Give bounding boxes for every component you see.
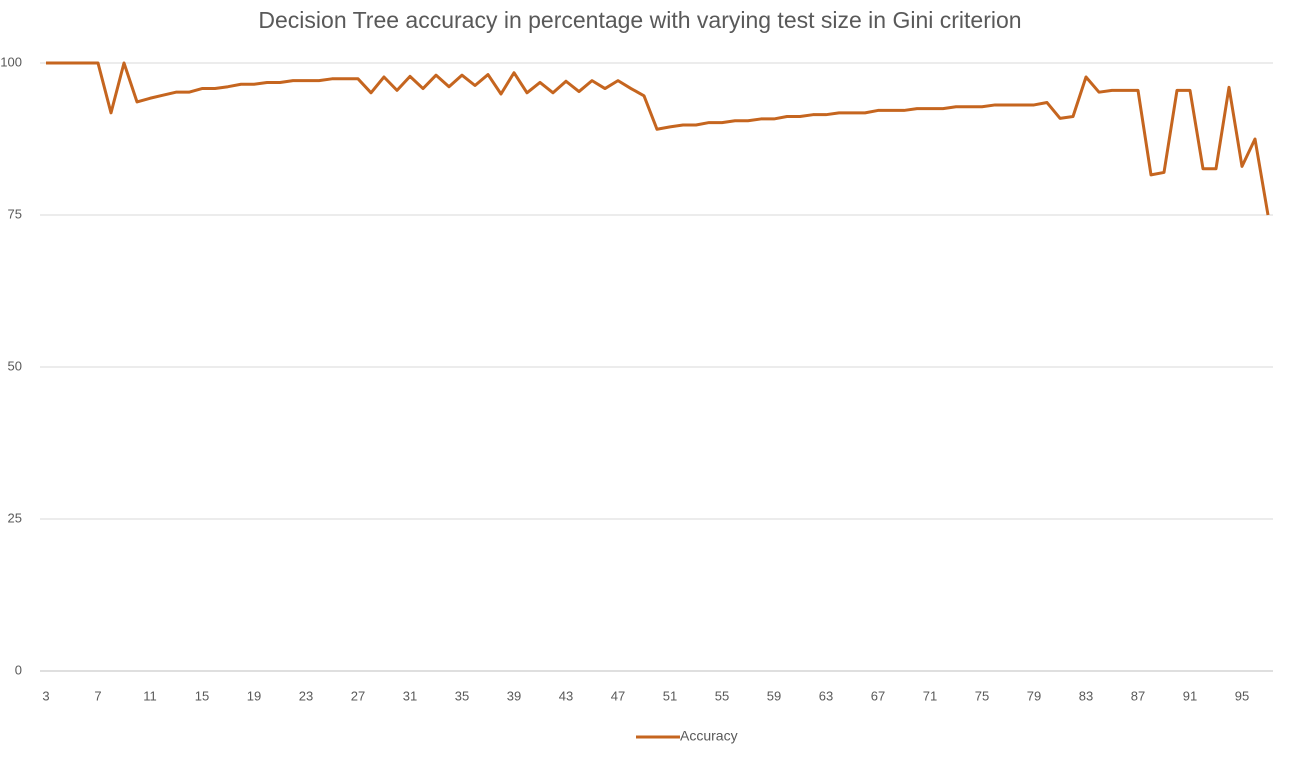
x-tick-label: 11	[143, 688, 157, 703]
x-tick-label: 27	[351, 688, 365, 703]
x-tick-label: 75	[975, 688, 989, 703]
x-tick-label: 55	[715, 688, 729, 703]
legend-label: Accuracy	[680, 728, 738, 744]
y-tick-label: 25	[8, 510, 22, 525]
x-tick-label: 15	[195, 688, 209, 703]
y-tick-label: 50	[8, 358, 22, 373]
x-tick-label: 35	[455, 688, 469, 703]
x-tick-label: 7	[94, 688, 101, 703]
x-tick-label: 63	[819, 688, 833, 703]
x-tick-label: 71	[923, 688, 937, 703]
x-tick-label: 67	[871, 688, 885, 703]
chart-title: Decision Tree accuracy in percentage wit…	[258, 7, 1021, 33]
x-tick-label: 3	[42, 688, 49, 703]
x-tick-label: 79	[1027, 688, 1041, 703]
x-tick-label: 59	[767, 688, 781, 703]
x-tick-label: 91	[1183, 688, 1197, 703]
x-tick-label: 23	[299, 688, 313, 703]
x-tick-label: 43	[559, 688, 573, 703]
x-tick-label: 19	[247, 688, 261, 703]
x-tick-label: 51	[663, 688, 677, 703]
x-tick-label: 47	[611, 688, 625, 703]
x-tick-label: 83	[1079, 688, 1093, 703]
x-tick-label: 87	[1131, 688, 1145, 703]
x-tick-label: 95	[1235, 688, 1249, 703]
y-tick-label: 75	[8, 206, 22, 221]
data-line	[46, 61, 1270, 216]
x-tick-label: 31	[403, 688, 417, 703]
y-tick-label: 100	[0, 54, 22, 69]
x-tick-label: 39	[507, 688, 521, 703]
y-tick-label: 0	[15, 662, 22, 677]
